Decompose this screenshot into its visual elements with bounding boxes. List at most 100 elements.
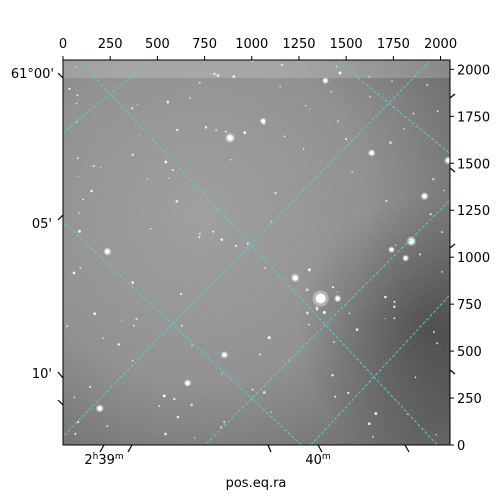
faint-star — [270, 411, 273, 413]
x-pixel-tick-label-0: 0 — [59, 37, 67, 52]
faint-star — [190, 403, 193, 407]
world-tick-10 — [449, 167, 456, 173]
bright-source-9 — [222, 352, 227, 358]
faint-star — [146, 178, 148, 180]
faint-star — [77, 421, 80, 424]
faint-star — [374, 412, 378, 415]
faint-star — [322, 311, 326, 314]
x-pixel-tick-label-1: 250 — [98, 37, 123, 52]
faint-star — [102, 337, 104, 340]
bright-source-5 — [445, 158, 450, 163]
faint-star — [215, 129, 218, 132]
faint-star — [224, 130, 227, 133]
faint-star — [264, 267, 267, 269]
faint-star — [175, 199, 179, 203]
faint-star — [131, 153, 135, 156]
faint-star — [73, 396, 76, 399]
pixel-axis-ticks: 0 250 500 750 1000 1250 1500 1750 2000 0 250 500 750… — [59, 37, 490, 454]
faint-star — [223, 420, 226, 424]
faint-star — [198, 232, 201, 235]
y-pixel-tick-label-8: 2000 — [457, 63, 490, 78]
y-pixel-tick-label-1: 250 — [457, 392, 482, 407]
faint-star — [78, 229, 81, 233]
dec-tick-label-1: 61°00' — [11, 67, 54, 82]
sky-image — [63, 60, 450, 445]
faint-star — [333, 340, 336, 343]
bright-source-8 — [335, 296, 340, 301]
faint-star — [75, 102, 78, 105]
faint-star — [74, 432, 77, 435]
faint-star — [175, 128, 179, 132]
faint-star — [132, 324, 135, 327]
world-tick-0 — [99, 444, 105, 453]
faint-star — [138, 133, 141, 136]
faint-star — [120, 320, 123, 322]
y-pixel-tick-label-5: 1250 — [457, 204, 490, 219]
bright-source-layer — [95, 77, 450, 413]
faint-star — [193, 437, 196, 439]
y-pixel-tick-label-4: 1000 — [457, 251, 490, 266]
faint-star — [93, 312, 97, 316]
faint-star — [283, 135, 286, 138]
faint-star — [90, 189, 93, 193]
faint-star — [305, 311, 309, 315]
bright-source-15 — [261, 119, 266, 124]
world-tick-3 — [317, 444, 323, 453]
x-axis-title: pos.eq.ra — [226, 476, 287, 491]
faint-star — [393, 317, 396, 320]
faint-star — [164, 160, 168, 164]
faint-star — [171, 168, 174, 172]
x-pixel-tick-label-7: 1750 — [377, 37, 410, 52]
faint-star — [251, 388, 254, 391]
faint-star — [441, 270, 444, 273]
faint-star — [131, 359, 134, 362]
faint-star — [389, 141, 392, 145]
faint-star — [131, 107, 134, 110]
faint-star — [347, 391, 350, 394]
world-tick-2 — [267, 444, 272, 453]
faint-star — [432, 330, 435, 333]
faint-star — [136, 104, 139, 106]
faint-star — [158, 404, 161, 408]
faint-star — [308, 323, 310, 326]
world-axis-ticks — [57, 72, 456, 453]
faint-star — [77, 175, 79, 178]
faint-star — [330, 90, 333, 93]
faint-star — [76, 157, 79, 160]
faint-star — [436, 342, 439, 345]
faint-star — [258, 353, 261, 356]
faint-star — [274, 191, 277, 195]
faint-star — [131, 281, 134, 284]
bright-source-1 — [227, 134, 234, 141]
x-pixel-tick-label-6: 1500 — [330, 37, 363, 52]
bright-source-3 — [292, 275, 298, 281]
faint-star — [351, 171, 354, 174]
faint-star — [280, 63, 283, 67]
bright-source-12 — [323, 78, 328, 83]
x-pixel-tick-label-4: 1000 — [235, 37, 268, 52]
faint-star — [270, 220, 272, 223]
faint-star — [191, 344, 193, 346]
faint-star — [179, 293, 183, 296]
faint-star — [221, 373, 223, 375]
faint-star — [262, 122, 266, 125]
faint-star — [76, 94, 79, 97]
world-tick-4 — [404, 444, 410, 453]
faint-star — [79, 266, 82, 269]
faint-star — [331, 286, 334, 289]
faint-star-field — [66, 60, 445, 439]
faint-star — [331, 374, 334, 377]
faint-star — [304, 104, 307, 107]
faint-star — [436, 110, 439, 112]
dec-tick-label-2: 05' — [32, 217, 52, 232]
faint-star — [198, 81, 201, 84]
faint-star — [66, 325, 69, 328]
faint-star — [371, 435, 375, 438]
faint-star — [305, 288, 309, 292]
bright-source-6 — [97, 405, 103, 411]
faint-star — [216, 73, 220, 77]
faint-star — [72, 271, 76, 275]
faint-star — [213, 72, 216, 76]
faint-star — [243, 131, 247, 135]
